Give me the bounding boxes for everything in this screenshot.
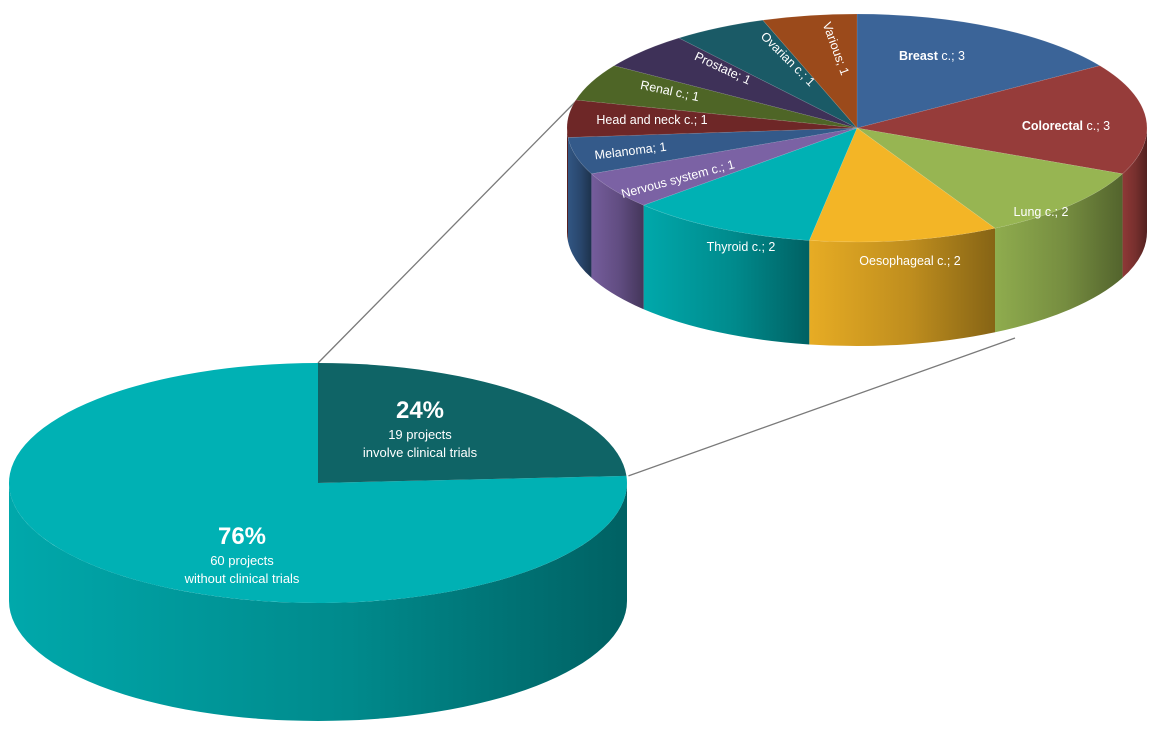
breakdown-pie-top (566, 13, 1148, 243)
overview-pie-side (9, 483, 627, 721)
breakdown-side-head-and-neck-c-1 (567, 128, 568, 242)
overview-side-without-clinical-trials (9, 483, 627, 721)
breakdown-side-nervous-system-c-1 (591, 173, 644, 310)
connector-lines (317, 94, 1016, 477)
breakdown-slice-prostate-1 (613, 37, 858, 129)
breakdown-slice-ovarian-c-1 (678, 19, 858, 129)
breakdown-side-lung-c-2 (995, 173, 1123, 333)
breakdown-side-thyroid-c-2 (643, 205, 810, 345)
breakdown-label-lung-c-2: Lung c.; 2 (1014, 205, 1069, 219)
breakdown-slice-renal-c-1 (575, 65, 858, 129)
connector-line-upper (317, 94, 583, 364)
breakdown-slice-lung-c-2 (856, 127, 1124, 229)
breakdown-pie: Breast c.; 3 Colorectal c.; 3 Lung c.; 2 Oe… (566, 13, 1148, 347)
overview-slice-involve-clinical-trials (318, 363, 627, 483)
breakdown-slice-oesophageal-c-2 (808, 127, 996, 243)
connector-line-lower (628, 337, 1016, 477)
overview-desc-label: without clinical trials (184, 571, 300, 586)
overview-count-label: 19 projects (388, 427, 452, 442)
breakdown-slice-melanoma-1 (567, 127, 858, 175)
breakdown-label-oesophageal-c-2: Oesophageal c.; 2 (859, 254, 961, 268)
breakdown-label-breast-c-3: Breast c.; 3 (899, 49, 965, 63)
breakdown-slice-various-1 (762, 13, 858, 129)
breakdown-slice-thyroid-c-2 (642, 127, 858, 241)
breakdown-label-head-and-neck-c-1: Head and neck c.; 1 (596, 113, 707, 127)
overview-pie-labels: 76% 60 projects without clinical trials 24%… (184, 397, 478, 586)
overview-count-label: 60 projects (210, 553, 274, 568)
overview-percent-label: 24% (396, 397, 444, 424)
breakdown-label-colorectal-c-3: Colorectal c.; 3 (1022, 119, 1110, 133)
breakdown-pie-side (567, 128, 1147, 347)
breakdown-slice-breast-c-3 (856, 13, 1101, 129)
breakdown-slice-nervous-system-c-1 (590, 127, 858, 206)
overview-pie-top (8, 363, 627, 603)
breakdown-side-colorectal-c-3 (1122, 128, 1147, 278)
overview-slice-without-clinical-trials (8, 363, 627, 603)
overview-pie: 76% 60 projects without clinical trials 24%… (8, 363, 627, 721)
breakdown-label-thyroid-c-2: Thyroid c.; 2 (707, 240, 776, 254)
overview-percent-label: 76% (218, 523, 266, 550)
breakdown-slice-colorectal-c-3 (856, 65, 1148, 175)
breakdown-side-oesophageal-c-2 (809, 228, 996, 347)
breakdown-slice-head-and-neck-c-1 (566, 99, 858, 138)
overview-desc-label: involve clinical trials (363, 445, 478, 460)
breakdown-side-melanoma-1 (567, 137, 592, 278)
